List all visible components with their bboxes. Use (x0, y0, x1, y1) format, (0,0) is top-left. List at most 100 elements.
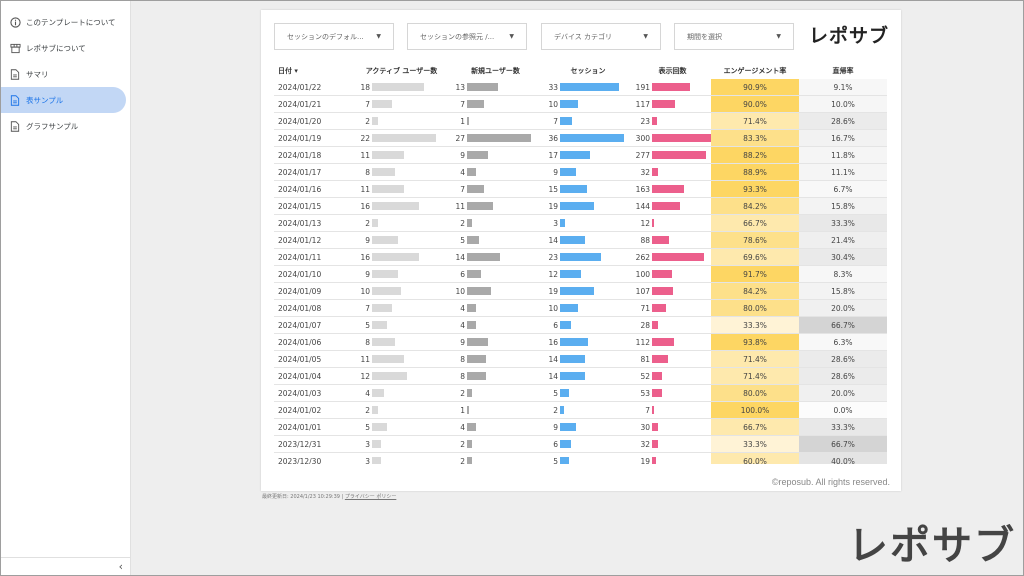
new-users-bar (467, 338, 488, 346)
sessions-value: 19 (548, 201, 558, 211)
header-date[interactable]: 日付 ▾ (278, 67, 298, 75)
new-users-cell: 4 (449, 163, 542, 181)
new-users-value: 9 (460, 337, 465, 347)
engagement-rate-cell: 33.3% (711, 316, 799, 334)
table-row[interactable]: 2024/01/05 11 8 14 81 71.4% 28.6% (274, 350, 887, 368)
new-users-bar (467, 440, 472, 448)
views-bar-cell: 100 (634, 266, 711, 282)
engagement-rate-cell: 66.7% (711, 214, 799, 232)
new-users-bar (467, 406, 469, 414)
engagement-rate-cell: 84.2% (711, 197, 799, 215)
engagement-rate-cell: 84.2% (711, 282, 799, 300)
new-users-cell: 14 (449, 248, 542, 266)
sidebar-item-summary[interactable]: サマリ (1, 61, 126, 87)
table-row[interactable]: 2024/01/01 5 4 9 30 66.7% 33.3% (274, 418, 887, 436)
footer-separator: | (341, 494, 344, 500)
table-row[interactable]: 2024/01/13 2 2 3 12 66.7% 33.3% (274, 214, 887, 232)
active-users-cell: 9 (354, 265, 449, 283)
active-users-bar-cell: 3 (354, 436, 449, 452)
table-row[interactable]: 2024/01/10 9 6 12 100 91.7% 8.3% (274, 265, 887, 283)
sessions-bar (560, 304, 578, 312)
active-users-bar-cell: 22 (354, 130, 449, 146)
table-row[interactable]: 2024/01/15 16 11 19 144 84.2% 15.8% (274, 197, 887, 215)
active-users-bar-cell: 7 (354, 96, 449, 112)
sidebar-item-about-template[interactable]: このテンプレートについて (1, 9, 126, 35)
table-row[interactable]: 2024/01/04 12 8 14 52 71.4% 28.6% (274, 367, 887, 385)
date-cell: 2024/01/15 (274, 197, 354, 215)
table-row[interactable]: 2024/01/18 11 9 17 277 88.2% 11.8% (274, 146, 887, 164)
sidebar-item-graph-sample[interactable]: グラフサンプル (1, 113, 126, 139)
collapse-sidebar-button[interactable]: ‹ (118, 560, 123, 573)
sessions-cell: 2 (542, 401, 634, 419)
table-row[interactable]: 2024/01/03 4 2 5 53 80.0% 20.0% (274, 384, 887, 402)
table-row[interactable]: 2024/01/17 8 4 9 32 88.9% 11.1% (274, 163, 887, 181)
active-users-cell: 7 (354, 299, 449, 317)
date-cell: 2024/01/06 (274, 333, 354, 351)
privacy-policy-link[interactable]: プライバシー ポリシー (344, 494, 397, 500)
caret-down-icon: ▼ (376, 33, 381, 40)
views-bar-cell: 23 (634, 113, 711, 129)
table-row[interactable]: 2024/01/22 18 13 33 191 90.9% 9.1% (274, 79, 887, 96)
table-row[interactable]: 2024/01/12 9 5 14 88 78.6% 21.4% (274, 231, 887, 249)
header-engagement-rate[interactable]: エンゲージメント率 (723, 67, 787, 75)
active-users-bar-cell: 5 (354, 419, 449, 435)
data-table-container[interactable]: 日付 ▾ アクティブ ユーザー数 新規ユーザー数 セッション 表示回数 エンゲー… (274, 63, 887, 464)
table-row[interactable]: 2024/01/06 8 9 16 112 93.8% 6.3% (274, 333, 887, 351)
views-cell: 19 (634, 452, 711, 464)
engagement-rate-cell: 60.0% (711, 452, 799, 464)
new-users-value: 2 (460, 388, 465, 398)
active-users-bar (372, 202, 419, 210)
new-users-value: 7 (460, 99, 465, 109)
views-cell: 12 (634, 214, 711, 232)
filter-device-category[interactable]: デバイス カテゴリ ▼ (541, 23, 661, 50)
header-new-users[interactable]: 新規ユーザー数 (471, 67, 520, 75)
table-row[interactable]: 2024/01/02 2 1 2 7 100.0% 0.0% (274, 401, 887, 419)
engagement-rate-cell: 71.4% (711, 350, 799, 368)
bounce-rate-cell: 0.0% (799, 401, 887, 419)
bounce-rate-cell: 33.3% (799, 214, 887, 232)
header-bounce-rate[interactable]: 直帰率 (832, 67, 854, 75)
date-cell: 2024/01/19 (274, 129, 354, 147)
table-row[interactable]: 2024/01/09 10 10 19 107 84.2% 15.8% (274, 282, 887, 300)
views-bar (652, 423, 658, 431)
table-row[interactable]: 2024/01/21 7 7 10 117 90.0% 10.0% (274, 95, 887, 113)
sidebar-item-about-reposub[interactable]: レポサブについて (1, 35, 126, 61)
bounce-rate-cell: 28.6% (799, 367, 887, 385)
new-users-bar-cell: 8 (449, 351, 542, 367)
views-bar-cell: 112 (634, 334, 711, 350)
filter-session-source[interactable]: セッションの参照元 /... ▼ (407, 23, 527, 50)
table-row[interactable]: 2024/01/16 11 7 15 163 93.3% 6.7% (274, 180, 887, 198)
bounce-rate-cell: 28.6% (799, 112, 887, 130)
table-row[interactable]: 2024/01/20 2 1 7 23 71.4% 28.6% (274, 112, 887, 130)
table-row[interactable]: 2024/01/07 5 4 6 28 33.3% 66.7% (274, 316, 887, 334)
new-users-bar (467, 321, 476, 329)
filter-date-range[interactable]: 期間を選択 ▼ (674, 23, 794, 50)
header-views[interactable]: 表示回数 (658, 67, 687, 75)
table-row[interactable]: 2023/12/31 3 2 6 32 33.3% 66.7% (274, 435, 887, 453)
sessions-cell: 16 (542, 333, 634, 351)
table-row[interactable]: 2024/01/19 22 27 36 300 83.3% 16.7% (274, 129, 887, 147)
new-users-cell: 2 (449, 435, 542, 453)
table-row[interactable]: 2023/12/30 3 2 5 19 60.0% 40.0% (274, 452, 887, 464)
table-row[interactable]: 2024/01/08 7 4 10 71 80.0% 20.0% (274, 299, 887, 317)
new-users-bar-cell: 13 (449, 79, 542, 95)
sessions-bar-cell: 2 (542, 402, 634, 418)
sessions-bar (560, 338, 588, 346)
views-bar-cell: 30 (634, 419, 711, 435)
header-sessions[interactable]: セッション (570, 67, 606, 75)
sessions-bar-cell: 16 (542, 334, 634, 350)
engagement-rate-cell: 93.8% (711, 333, 799, 351)
views-value: 81 (640, 354, 650, 364)
active-users-bar-cell: 11 (354, 181, 449, 197)
new-users-cell: 9 (449, 333, 542, 351)
table-row[interactable]: 2024/01/11 16 14 23 262 69.6% 30.4% (274, 248, 887, 266)
sidebar-item-table-sample[interactable]: 表サンプル (1, 87, 126, 113)
header-active-users[interactable]: アクティブ ユーザー数 (365, 67, 438, 75)
new-users-value: 7 (460, 184, 465, 194)
sessions-cell: 6 (542, 435, 634, 453)
sessions-value: 10 (548, 303, 558, 313)
active-users-value: 16 (360, 201, 370, 211)
filter-session-default-channel[interactable]: セッションのデフォル... ▼ (274, 23, 394, 50)
views-bar (652, 372, 662, 380)
views-bar (652, 100, 675, 108)
